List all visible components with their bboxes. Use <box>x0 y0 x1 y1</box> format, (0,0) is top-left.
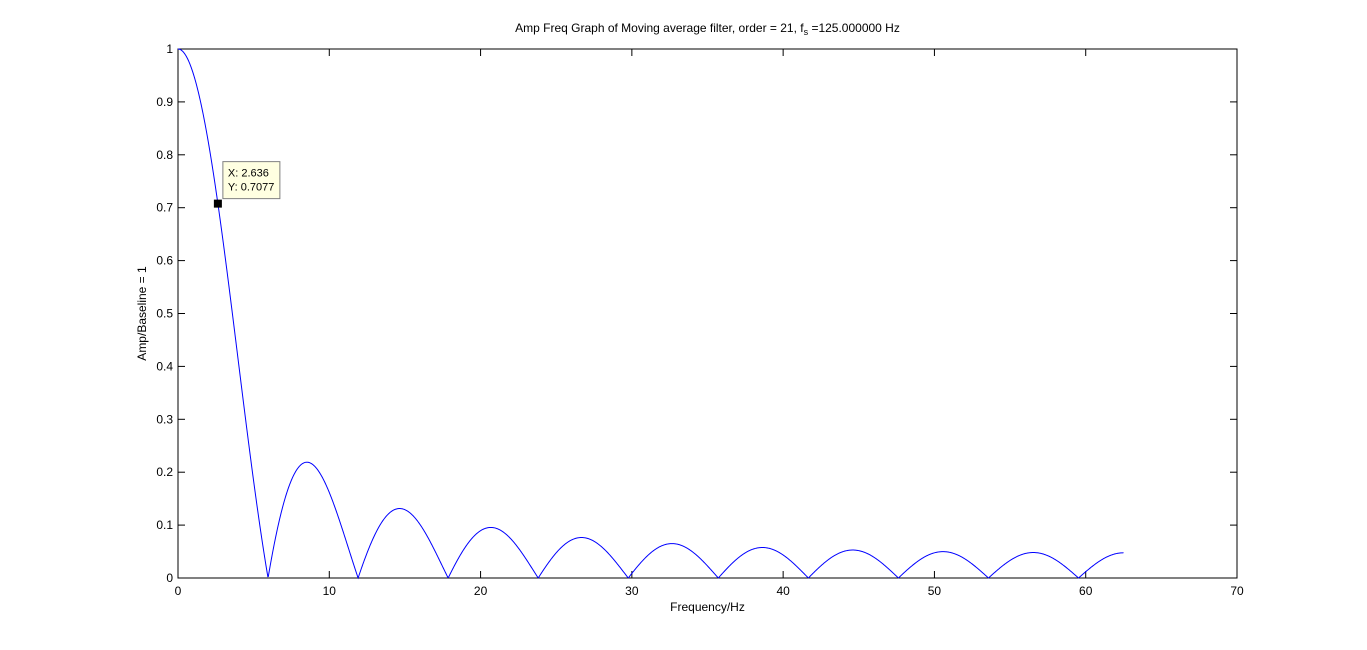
y-tick-label: 0.5 <box>156 307 173 321</box>
x-tick-label: 20 <box>474 584 488 598</box>
y-axis-label: Amp/Baseline = 1 <box>135 266 149 361</box>
x-axis: 0 10 20 30 40 50 60 70 <box>175 49 1244 598</box>
y-tick-label: 0.2 <box>156 465 173 479</box>
datatip[interactable]: X: 2.636 Y: 0.7077 <box>213 161 281 208</box>
chart-title-suffix: =125.000000 Hz <box>808 21 900 35</box>
datatip-x-text: X: 2.636 <box>228 168 269 180</box>
datatip-marker[interactable] <box>213 199 222 208</box>
y-tick-label: 0.8 <box>156 148 173 162</box>
y-tick-label: 0.7 <box>156 201 173 215</box>
y-tick-label: 0.6 <box>156 254 173 268</box>
plot-area <box>177 48 1238 579</box>
y-tick-label: 0.1 <box>156 518 173 532</box>
series-line[interactable] <box>177 48 1124 580</box>
x-tick-label: 40 <box>776 584 790 598</box>
chart-title: Amp Freq Graph of Moving average filter,… <box>515 21 900 37</box>
x-tick-label: 60 <box>1079 584 1093 598</box>
x-tick-label: 50 <box>928 584 942 598</box>
x-tick-label: 10 <box>323 584 337 598</box>
x-tick-label: 70 <box>1230 584 1244 598</box>
chart-title-main: Amp Freq Graph of Moving average filter,… <box>515 21 804 35</box>
chart-title-subscript: s <box>804 27 809 37</box>
y-tick-label: 1 <box>166 42 173 56</box>
datatip-y-text: Y: 0.7077 <box>228 182 274 194</box>
y-tick-label: 0 <box>166 571 173 585</box>
x-axis-label: Frequency/Hz <box>670 600 745 614</box>
y-tick-label: 0.4 <box>156 359 173 373</box>
y-tick-label: 0.3 <box>156 412 173 426</box>
y-tick-label: 0.9 <box>156 95 173 109</box>
y-axis: 0 0.1 0.2 0.3 0.4 0.5 0.6 0.7 0.8 0.9 1 <box>156 42 1237 585</box>
x-tick-label: 0 <box>175 584 182 598</box>
datatip-box <box>222 161 281 200</box>
x-tick-label: 30 <box>625 584 639 598</box>
